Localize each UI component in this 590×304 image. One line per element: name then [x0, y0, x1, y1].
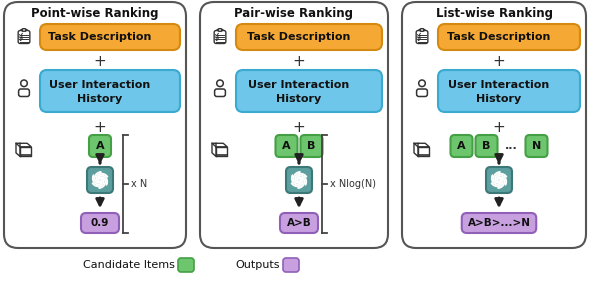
Text: A: A: [457, 141, 466, 151]
FancyBboxPatch shape: [462, 213, 536, 233]
FancyBboxPatch shape: [486, 167, 512, 193]
Text: N: N: [532, 141, 541, 151]
FancyBboxPatch shape: [18, 30, 30, 43]
FancyBboxPatch shape: [81, 213, 119, 233]
Text: +: +: [293, 54, 306, 70]
FancyBboxPatch shape: [286, 167, 312, 193]
FancyBboxPatch shape: [283, 258, 299, 272]
FancyBboxPatch shape: [215, 89, 225, 96]
FancyBboxPatch shape: [87, 167, 113, 193]
FancyBboxPatch shape: [19, 89, 30, 96]
Text: Outputs: Outputs: [235, 260, 280, 270]
FancyBboxPatch shape: [419, 29, 425, 31]
Circle shape: [419, 80, 425, 87]
FancyBboxPatch shape: [402, 2, 586, 248]
FancyBboxPatch shape: [21, 29, 27, 31]
FancyBboxPatch shape: [236, 24, 382, 50]
Text: History: History: [476, 94, 522, 104]
FancyBboxPatch shape: [476, 135, 497, 157]
Circle shape: [21, 80, 27, 87]
FancyBboxPatch shape: [280, 213, 318, 233]
FancyBboxPatch shape: [276, 135, 297, 157]
Text: User Interaction: User Interaction: [248, 80, 350, 90]
Text: B: B: [482, 141, 491, 151]
FancyBboxPatch shape: [451, 135, 473, 157]
Text: B: B: [307, 141, 316, 151]
Text: +: +: [94, 54, 106, 70]
FancyBboxPatch shape: [417, 89, 427, 96]
Text: History: History: [77, 94, 123, 104]
FancyBboxPatch shape: [526, 135, 548, 157]
Text: +: +: [493, 120, 506, 136]
Text: 0.9: 0.9: [91, 218, 109, 228]
Text: History: History: [276, 94, 322, 104]
Text: Task Description: Task Description: [247, 32, 350, 42]
Text: Point-wise Ranking: Point-wise Ranking: [31, 6, 159, 19]
Text: Pair-wise Ranking: Pair-wise Ranking: [234, 6, 353, 19]
Text: User Interaction: User Interaction: [448, 80, 550, 90]
FancyBboxPatch shape: [217, 29, 222, 31]
FancyBboxPatch shape: [89, 135, 111, 157]
Text: List-wise Ranking: List-wise Ranking: [435, 6, 552, 19]
Text: A>B: A>B: [287, 218, 312, 228]
Text: Task Description: Task Description: [447, 32, 550, 42]
Text: x Nlog(N): x Nlog(N): [330, 179, 376, 189]
FancyBboxPatch shape: [214, 30, 226, 43]
Text: +: +: [293, 120, 306, 136]
Circle shape: [217, 80, 223, 87]
Text: A: A: [282, 141, 291, 151]
Text: +: +: [94, 120, 106, 136]
Text: Task Description: Task Description: [48, 32, 152, 42]
FancyBboxPatch shape: [178, 258, 194, 272]
FancyBboxPatch shape: [4, 2, 186, 248]
Text: x N: x N: [131, 179, 148, 189]
FancyBboxPatch shape: [200, 2, 388, 248]
Text: ...: ...: [505, 141, 518, 151]
FancyBboxPatch shape: [40, 24, 180, 50]
FancyBboxPatch shape: [416, 30, 428, 43]
Text: Candidate Items: Candidate Items: [83, 260, 175, 270]
FancyBboxPatch shape: [438, 24, 580, 50]
FancyBboxPatch shape: [236, 70, 382, 112]
Text: A: A: [96, 141, 104, 151]
FancyBboxPatch shape: [40, 70, 180, 112]
Text: A>B>...>N: A>B>...>N: [467, 218, 530, 228]
Text: +: +: [493, 54, 506, 70]
FancyBboxPatch shape: [438, 70, 580, 112]
Text: User Interaction: User Interaction: [50, 80, 150, 90]
FancyBboxPatch shape: [300, 135, 323, 157]
